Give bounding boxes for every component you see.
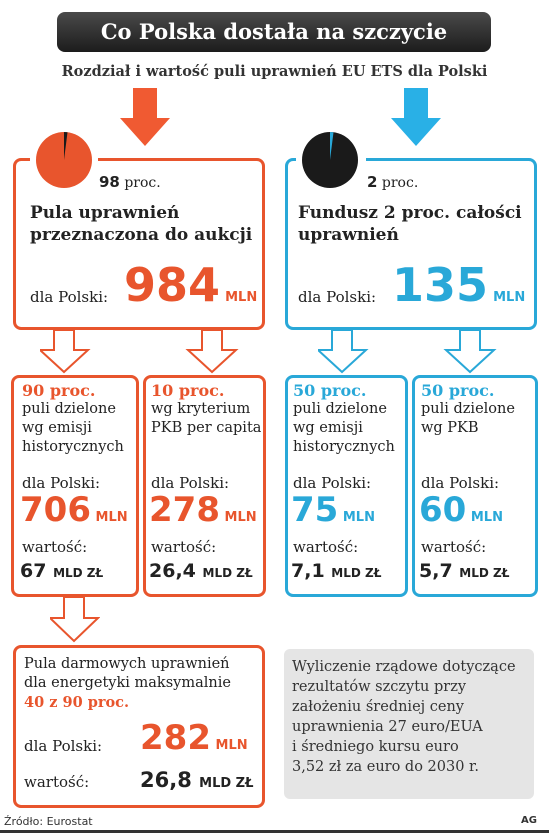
sub-box-historical-50 xyxy=(285,375,408,597)
red-split-arrows xyxy=(40,330,239,374)
red-down-arrow xyxy=(120,88,170,146)
blue-split-arrows xyxy=(318,330,497,374)
fund-share-pie xyxy=(302,132,358,188)
sub2-text: 50 proc. puli dzielone wg emisji history… xyxy=(293,381,395,455)
sub1-value: 26,4 MLD ZŁ xyxy=(149,560,253,582)
sub1-value-label: wartość: xyxy=(151,538,217,556)
sub2-value-label: wartość: xyxy=(293,538,359,556)
page-subtitle: Rozdział i wartość puli uprawnień EU ETS… xyxy=(61,63,488,80)
sub3-amount: 60 MLN xyxy=(419,490,503,530)
source-label: Źródło: Eurostat xyxy=(4,815,93,828)
sub1-text: 10 proc. wg kryterium PKB per capita xyxy=(151,381,262,436)
fund-heading: Fundusz 2 proc. całości uprawnień xyxy=(298,203,522,245)
energy-text: Pula darmowych uprawnień dla energetyki … xyxy=(24,656,231,711)
sub0-value: 67 MLD ZŁ xyxy=(20,560,104,582)
energy-amount: 282 MLN xyxy=(140,718,248,758)
bottom-rule xyxy=(0,830,549,833)
auction-pool-box xyxy=(13,158,265,330)
fund-box xyxy=(285,158,537,330)
sub0-amount: 706 MLN xyxy=(20,490,128,530)
blue-down-arrow xyxy=(391,88,441,146)
sub-box-gdp-10 xyxy=(143,375,266,597)
sub3-value: 5,7 MLD ZŁ xyxy=(419,560,510,582)
sub3-value-label: wartość: xyxy=(421,538,487,556)
sub1-for-poland: dla Polski: xyxy=(151,474,230,492)
fund-percent: 2 proc. xyxy=(367,173,419,191)
page-title: Co Polska dostała na szczycie xyxy=(57,12,491,52)
auction-share-pie xyxy=(36,132,92,188)
sub1-amount: 278 MLN xyxy=(149,490,257,530)
energy-value: 26,8 MLD ZŁ xyxy=(140,768,254,792)
auction-percent: 98 proc. xyxy=(99,173,161,191)
credit-label: AG xyxy=(521,815,537,826)
energy-box xyxy=(13,645,265,808)
sub2-for-poland: dla Polski: xyxy=(293,474,372,492)
sub3-for-poland: dla Polski: xyxy=(421,474,500,492)
sub2-amount: 75 MLN xyxy=(291,490,375,530)
sub-box-historical-90 xyxy=(11,375,139,597)
sub2-value: 7,1 MLD ZŁ xyxy=(291,560,382,582)
calculation-note xyxy=(284,649,534,799)
auction-for-poland-label: dla Polski: xyxy=(30,288,109,306)
red-energy-arrow xyxy=(50,597,100,643)
sub-box-gdp-50 xyxy=(412,375,538,597)
sub3-text: 50 proc. puli dzielone wg PKB xyxy=(421,381,515,436)
auction-heading: Pula uprawnień przeznaczona do aukcji xyxy=(30,203,253,245)
fund-for-poland-label: dla Polski: xyxy=(298,288,377,306)
fund-amount: 135 MLN xyxy=(392,258,526,312)
sub0-for-poland: dla Polski: xyxy=(22,474,101,492)
sub0-value-label: wartość: xyxy=(22,538,88,556)
auction-amount: 984 MLN xyxy=(124,258,258,312)
energy-value-label: wartość: xyxy=(24,773,90,791)
sub0-text: 90 proc. puli dzielone wg emisji history… xyxy=(22,381,124,455)
energy-for-poland: dla Polski: xyxy=(24,737,103,755)
calculation-note-text: Wyliczenie rządowe dotyczące rezultatów … xyxy=(292,659,516,775)
